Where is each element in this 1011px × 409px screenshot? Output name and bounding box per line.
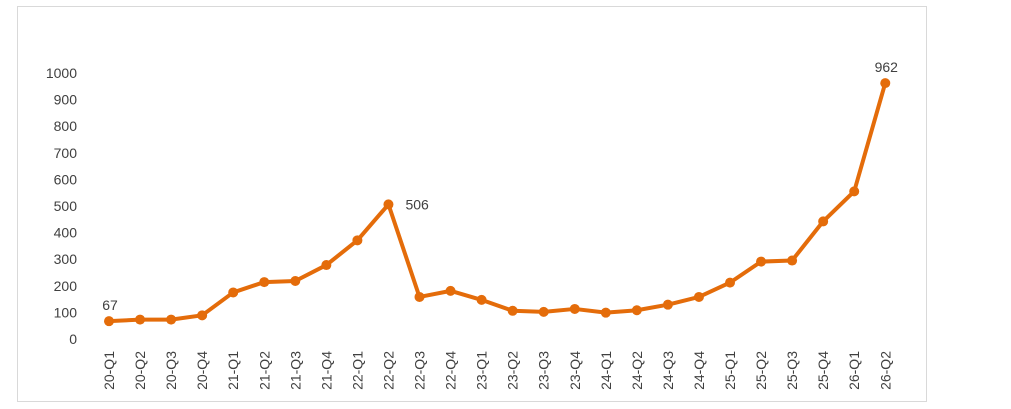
- data-point: [197, 310, 208, 321]
- data-point: [849, 186, 860, 197]
- data-point: [507, 305, 518, 316]
- y-tick-label: 300: [54, 251, 78, 267]
- data-point: [228, 287, 239, 298]
- x-tick-label: 22-Q3: [412, 351, 428, 390]
- data-point: [880, 78, 891, 89]
- x-tick-label: 24-Q1: [598, 351, 614, 390]
- x-tick-label: 25-Q4: [815, 351, 831, 390]
- data-point: [538, 306, 549, 317]
- data-point: [569, 303, 580, 314]
- data-label: 962: [875, 59, 899, 75]
- data-point: [104, 316, 114, 327]
- y-tick-label: 800: [54, 118, 78, 134]
- x-tick-label: 20-Q4: [194, 351, 210, 390]
- x-tick-label: 24-Q2: [629, 351, 645, 390]
- x-tick-label: 26-Q2: [877, 351, 893, 390]
- data-point: [383, 199, 394, 210]
- y-tick-label: 500: [54, 198, 78, 214]
- data-point: [662, 299, 673, 310]
- x-tick-label: 20-Q2: [132, 351, 148, 390]
- y-tick-label: 200: [54, 278, 78, 294]
- x-tick-label: 25-Q2: [753, 351, 769, 390]
- x-tick-label: 26-Q1: [846, 351, 862, 390]
- y-tick-label: 1000: [46, 65, 77, 81]
- x-tick-label: 23-Q3: [536, 351, 552, 390]
- x-tick-label: 22-Q1: [349, 351, 365, 390]
- x-tick-label: 25-Q3: [784, 351, 800, 390]
- series-line: [107, 81, 888, 324]
- data-point: [787, 255, 798, 266]
- series-layer: [104, 78, 891, 327]
- y-tick-label: 700: [54, 145, 78, 161]
- y-tick-label: 400: [54, 225, 78, 241]
- y-axis: 0 100 200 300 400 500 600 700 800 900 1000: [46, 65, 77, 347]
- data-point: [445, 285, 456, 296]
- data-point: [600, 307, 611, 318]
- x-tick-label: 23-Q1: [474, 351, 490, 390]
- data-point: [693, 291, 704, 302]
- x-tick-label: 21-Q2: [256, 351, 272, 390]
- x-tick-label: 20-Q3: [163, 351, 179, 390]
- data-point: [166, 314, 177, 325]
- x-tick-label: 20-Q1: [101, 351, 117, 390]
- data-point: [259, 277, 270, 288]
- data-point: [756, 256, 767, 267]
- data-point: [631, 305, 642, 316]
- data-point: [352, 235, 363, 246]
- data-label: 506: [405, 196, 429, 212]
- y-tick-label: 100: [54, 304, 78, 320]
- data-labels: 67 506 962: [102, 59, 898, 313]
- chart-frame: 0 100 200 300 400 500 600 700 800 900 1000 20-Q1 20…: [17, 6, 927, 402]
- x-tick-label: 25-Q1: [722, 351, 738, 390]
- x-tick-label: 21-Q1: [225, 351, 241, 390]
- data-point: [321, 260, 332, 271]
- x-tick-label: 24-Q3: [660, 351, 676, 390]
- y-tick-label: 600: [54, 171, 78, 187]
- x-tick-label: 22-Q2: [380, 351, 396, 390]
- data-point: [818, 216, 829, 227]
- x-tick-label: 23-Q2: [505, 351, 521, 390]
- data-point: [135, 314, 146, 325]
- data-point: [414, 291, 425, 302]
- y-tick-label: 0: [69, 331, 77, 347]
- x-tick-label: 21-Q3: [287, 351, 303, 390]
- x-axis: 20-Q1 20-Q2 20-Q3 20-Q4 21-Q1 21-Q2 21-Q3 21-Q4…: [101, 351, 893, 390]
- data-label: 67: [102, 297, 118, 313]
- data-point: [290, 276, 301, 287]
- x-tick-label: 24-Q4: [691, 351, 707, 390]
- x-tick-label: 22-Q4: [443, 351, 459, 390]
- x-tick-label: 23-Q4: [567, 351, 583, 390]
- data-point: [476, 294, 487, 305]
- data-point: [725, 277, 735, 288]
- y-tick-label: 900: [54, 92, 78, 108]
- x-tick-label: 21-Q4: [318, 351, 334, 390]
